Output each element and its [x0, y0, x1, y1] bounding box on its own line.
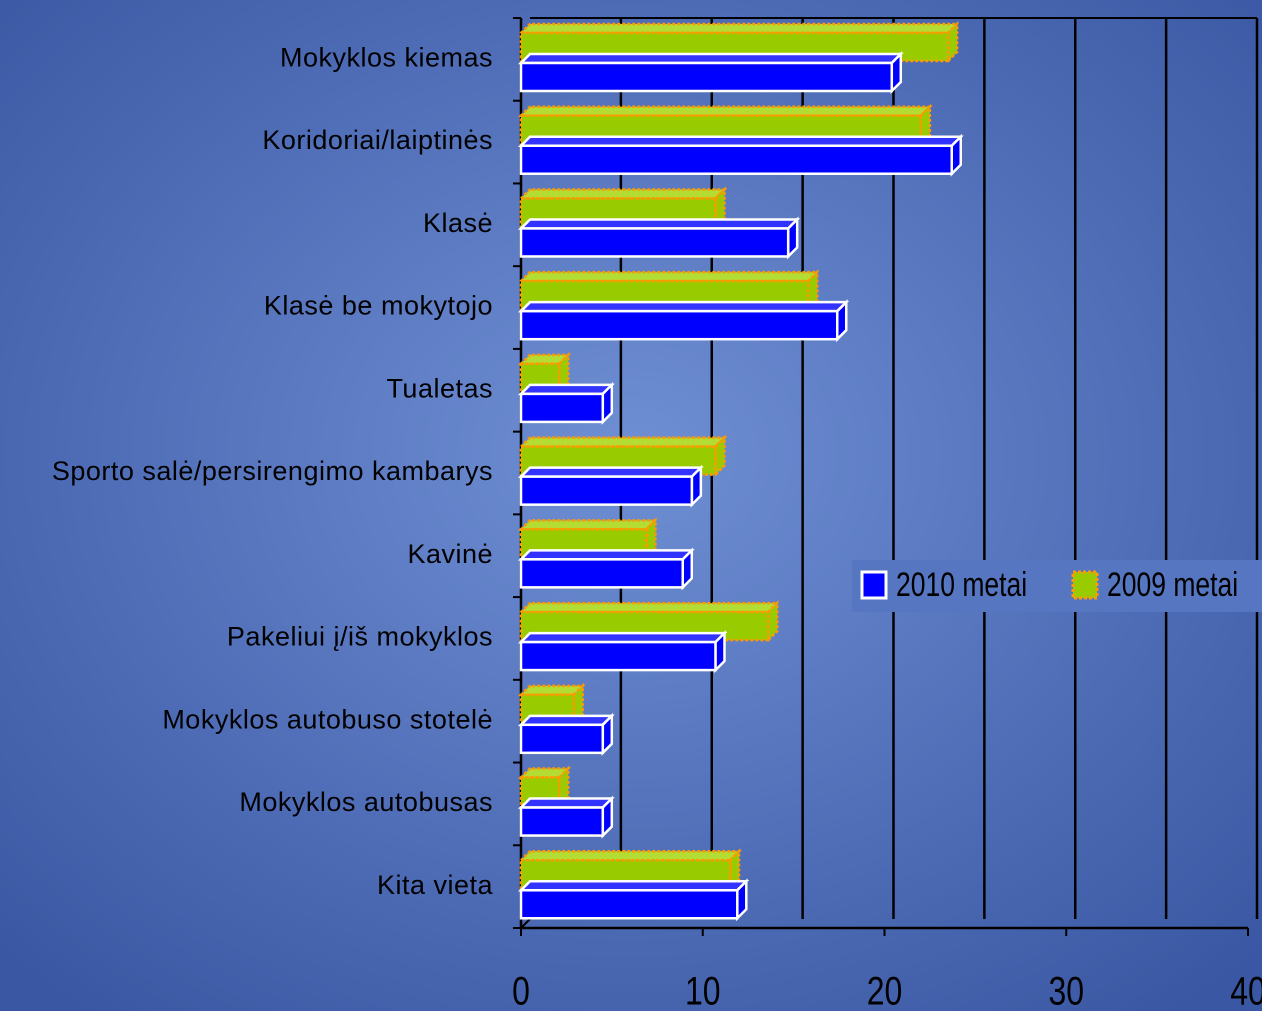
- bar-top: [517, 135, 964, 147]
- y-tick-label: Mokyklos kiemas: [280, 42, 493, 72]
- bar-top: [517, 300, 850, 313]
- bar-top: [517, 188, 728, 200]
- y-tick-label: Klasė: [423, 208, 493, 238]
- legend-swatch: [1071, 570, 1099, 600]
- y-tick-label: Tualetas: [386, 373, 493, 403]
- bar: [519, 392, 605, 424]
- bar: [519, 144, 953, 175]
- bar-top: [517, 436, 728, 448]
- bar: [519, 558, 685, 589]
- x-tick-label: 10: [685, 968, 721, 1011]
- y-tick-label: Kavinė: [407, 539, 493, 569]
- bar-top: [517, 631, 728, 644]
- x-tick-label: 30: [1048, 968, 1084, 1011]
- bar-top: [517, 466, 704, 478]
- bar-top: [517, 105, 933, 117]
- bar: [519, 227, 790, 258]
- bar: [519, 475, 694, 506]
- legend-swatch: [860, 570, 888, 600]
- legend: 2010 metai 2009 metai: [852, 560, 1262, 612]
- y-tick-label: Pakeliui į/iš mokyklos: [227, 622, 493, 652]
- y-tick-label: Mokyklos autobusas: [239, 787, 493, 817]
- legend-box: [852, 560, 1262, 612]
- bar-top: [517, 52, 904, 65]
- bar-top: [517, 22, 961, 35]
- x-tick-label: 0: [512, 968, 530, 1011]
- bar-top: [517, 880, 750, 892]
- bar: [519, 723, 605, 755]
- bar: [519, 806, 605, 837]
- y-tick-label: Mokyklos autobuso stotelė: [162, 704, 493, 734]
- y-tick-label: Sporto salė/persirengimo kambarys: [52, 456, 493, 486]
- bar-top: [517, 714, 615, 727]
- bar-top: [517, 850, 743, 862]
- legend-label: 2010 metai: [896, 566, 1027, 604]
- y-tick-label: Klasė be mokytojo: [264, 291, 493, 321]
- y-tick-label: Kita vieta: [377, 870, 494, 900]
- bar-top: [517, 519, 659, 531]
- bar-top: [517, 549, 695, 561]
- x-axis-back: [520, 918, 531, 929]
- bar-top: [517, 601, 781, 614]
- bar: [519, 61, 894, 93]
- bar: [519, 309, 839, 341]
- bar-top: [517, 797, 615, 809]
- x-tick-label: 40: [1230, 968, 1262, 1011]
- bar: [519, 640, 717, 672]
- legend-label: 2009 metai: [1107, 566, 1238, 604]
- bar-top: [517, 218, 801, 230]
- bar-top: [517, 270, 821, 283]
- bar-top: [517, 383, 615, 396]
- bar: [519, 889, 739, 920]
- x-tick-label: 20: [867, 968, 903, 1011]
- y-tick-label: Koridoriai/laiptinės: [262, 125, 493, 155]
